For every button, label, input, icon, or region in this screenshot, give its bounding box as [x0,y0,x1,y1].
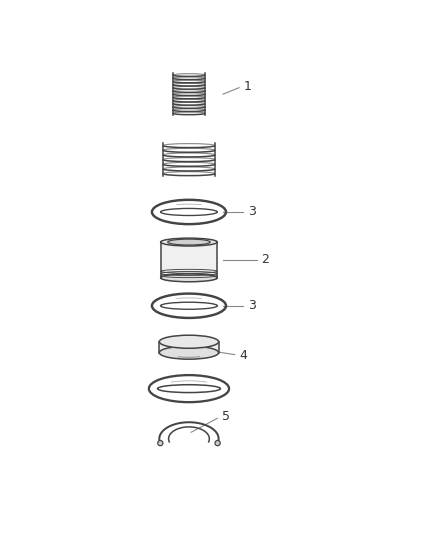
Polygon shape [160,242,217,278]
Ellipse shape [159,346,218,359]
Ellipse shape [167,239,210,245]
Text: 5: 5 [221,410,229,424]
Ellipse shape [160,274,217,282]
Circle shape [215,440,220,446]
Text: 3: 3 [247,206,255,219]
Text: 4: 4 [239,350,247,362]
Ellipse shape [159,335,218,348]
Ellipse shape [160,238,217,246]
Text: 3: 3 [247,299,255,312]
Polygon shape [159,342,218,353]
Circle shape [157,440,162,446]
Text: 1: 1 [243,80,251,93]
Text: 2: 2 [260,254,268,266]
